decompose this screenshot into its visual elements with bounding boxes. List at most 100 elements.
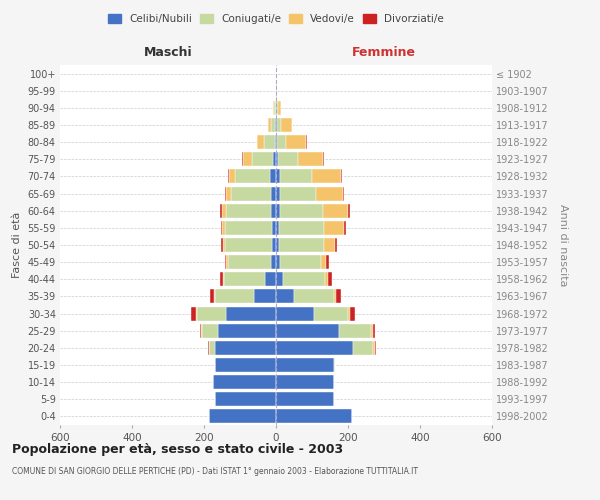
Bar (298, 152, 323, 166)
Bar (324, 221, 344, 235)
Bar (226, 255, 228, 269)
Bar (220, 272, 223, 286)
Bar (280, 204, 323, 218)
Bar (312, 170, 341, 183)
Bar (215, 341, 276, 355)
Bar (265, 272, 276, 286)
Bar (272, 238, 276, 252)
Bar (235, 170, 269, 183)
Bar (341, 170, 342, 183)
Bar (276, 152, 278, 166)
Bar (314, 306, 348, 320)
Bar (323, 204, 348, 218)
Bar (280, 255, 321, 269)
Bar (276, 221, 279, 235)
Bar (200, 324, 202, 338)
Bar (223, 238, 225, 252)
Bar (226, 306, 276, 320)
Bar (225, 186, 226, 200)
Bar (348, 306, 350, 320)
Bar (242, 152, 251, 166)
Bar (218, 324, 276, 338)
Bar (280, 186, 316, 200)
Bar (251, 152, 273, 166)
Bar (276, 392, 334, 406)
Bar (334, 290, 337, 304)
Bar (215, 358, 276, 372)
Bar (214, 290, 215, 304)
Bar (371, 324, 373, 338)
Bar (276, 204, 280, 218)
Bar (281, 118, 292, 132)
Bar (268, 118, 271, 132)
Bar (328, 272, 332, 286)
Bar (276, 341, 353, 355)
Text: Femmine: Femmine (352, 46, 416, 59)
Bar (191, 306, 196, 320)
Bar (225, 238, 272, 252)
Bar (276, 324, 339, 338)
Bar (221, 221, 222, 235)
Bar (280, 170, 312, 183)
Bar (277, 135, 286, 149)
Bar (228, 255, 271, 269)
Bar (231, 186, 271, 200)
Bar (339, 324, 371, 338)
Text: Popolazione per età, sesso e stato civile - 2003: Popolazione per età, sesso e stato civil… (12, 442, 343, 456)
Bar (276, 255, 280, 269)
Bar (373, 341, 374, 355)
Bar (279, 221, 324, 235)
Bar (279, 238, 324, 252)
Bar (276, 410, 352, 424)
Bar (321, 255, 326, 269)
Bar (271, 204, 276, 218)
Bar (223, 272, 224, 286)
Bar (334, 358, 335, 372)
Bar (276, 306, 314, 320)
Bar (276, 272, 283, 286)
Y-axis label: Fasce di età: Fasce di età (12, 212, 22, 278)
Bar (196, 306, 197, 320)
Bar (323, 152, 324, 166)
Text: Maschi: Maschi (143, 46, 193, 59)
Bar (226, 186, 231, 200)
Bar (277, 118, 281, 132)
Bar (277, 101, 278, 115)
Bar (202, 324, 218, 338)
Bar (224, 272, 265, 286)
Y-axis label: Anni di nascita: Anni di nascita (559, 204, 568, 286)
Bar (316, 186, 343, 200)
Bar (276, 118, 277, 132)
Bar (222, 221, 225, 235)
Bar (269, 170, 276, 183)
Bar (335, 238, 337, 252)
Bar (343, 186, 344, 200)
Bar (337, 290, 341, 304)
Bar (228, 170, 229, 183)
Bar (197, 306, 226, 320)
Bar (353, 341, 373, 355)
Bar (275, 118, 276, 132)
Bar (275, 135, 276, 149)
Bar (226, 204, 271, 218)
Bar (229, 170, 235, 183)
Bar (273, 152, 276, 166)
Bar (209, 341, 215, 355)
Bar (211, 290, 214, 304)
Bar (221, 238, 223, 252)
Legend: Celibi/Nubili, Coniugati/e, Vedovi/e, Divorziati/e: Celibi/Nubili, Coniugati/e, Vedovi/e, Di… (104, 10, 448, 29)
Bar (224, 255, 226, 269)
Bar (276, 290, 294, 304)
Bar (276, 186, 280, 200)
Bar (215, 290, 254, 304)
Bar (374, 341, 376, 355)
Bar (264, 135, 275, 149)
Bar (213, 375, 276, 389)
Bar (294, 290, 334, 304)
Bar (306, 135, 307, 149)
Bar (274, 101, 275, 115)
Bar (276, 358, 334, 372)
Bar (326, 255, 329, 269)
Bar (276, 170, 280, 183)
Bar (225, 221, 272, 235)
